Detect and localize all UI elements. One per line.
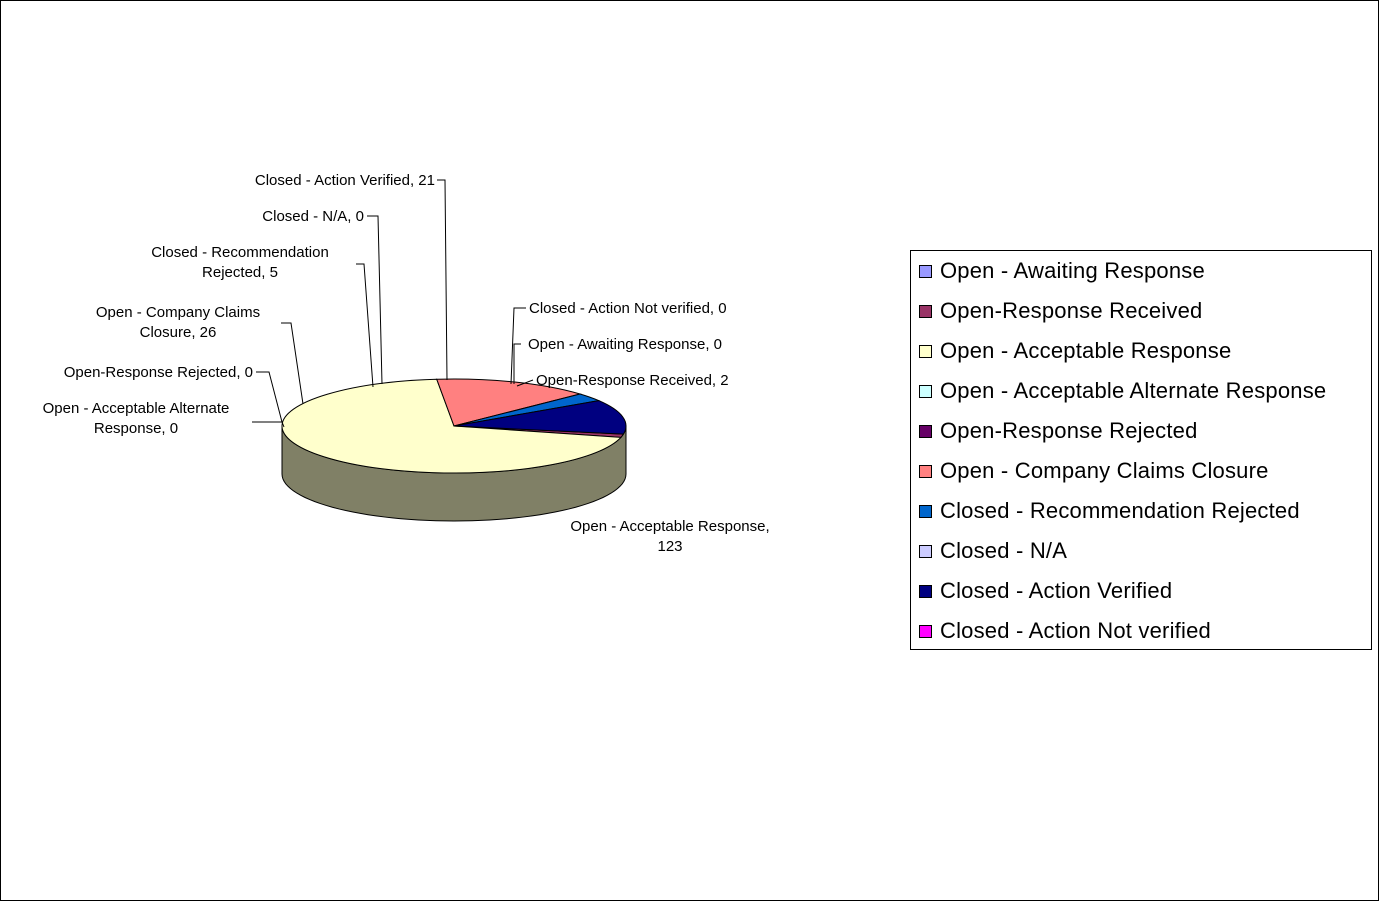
data-label-5: Open - Company Claims Closure, 26 [96,304,260,341]
legend-label: Closed - Action Not verified [940,618,1211,643]
legend-label: Open-Response Rejected [940,418,1198,443]
leader-line-4 [256,371,283,423]
legend-swatch [919,584,932,598]
legend-item: Open-Response Rejected [919,411,1198,451]
leader-line-5 [281,322,304,405]
legend-swatch [919,304,932,318]
data-label-7: Closed - N/A, 0 [262,208,364,225]
leader-line-3 [252,421,285,428]
legend-swatch [919,504,932,518]
leader-line-7 [367,215,383,385]
legend-label: Open-Response Received [940,298,1203,323]
legend-item: Closed - Action Verified [919,571,1172,611]
data-label-9: Closed - Action Not verified, 0 [529,300,727,317]
data-label-6: Closed - Recommendation Rejected, 5 [151,244,329,281]
legend-swatch [919,424,932,438]
leader-line-6 [356,263,374,388]
pie-slice-2 [281,378,622,474]
legend-label: Open - Awaiting Response [940,258,1205,283]
data-label-0: Open - Awaiting Response, 0 [528,336,722,353]
legend-item: Open-Response Received [919,291,1202,331]
legend-label: Open - Acceptable Response [940,338,1232,363]
legend-item: Open - Company Claims Closure [919,451,1269,491]
pie-slice-5 [436,378,582,427]
data-label-8: Closed - Action Verified, 21 [255,172,435,189]
legend-swatch [919,264,932,278]
legend-label: Open - Acceptable Alternate Response [940,378,1327,403]
legend-item: Open - Awaiting Response [919,251,1205,291]
legend-label: Open - Company Claims Closure [940,458,1269,483]
legend-swatch [919,344,932,358]
pie-slice-8 [453,400,627,435]
leader-line-8 [437,179,448,381]
legend-swatch [919,624,932,638]
legend-item: Closed - N/A [919,531,1067,571]
legend-item: Closed - Action Not verified [919,611,1211,651]
leader-line-1 [516,379,534,387]
leader-line-9 [510,307,526,385]
legend-swatch [919,544,932,558]
data-label-4: Open-Response Rejected, 0 [64,364,253,381]
legend-swatch [919,464,932,478]
legend-swatch [919,384,932,398]
legend: Open - Awaiting Response Open-Response Re… [910,250,1372,650]
legend-label: Closed - Recommendation Rejected [940,498,1300,523]
legend-item: Open - Acceptable Response [919,331,1231,371]
legend-label: Closed - Action Verified [940,578,1173,603]
legend-item: Closed - Recommendation Rejected [919,491,1300,531]
legend-label: Closed - N/A [940,538,1068,563]
leader-line-0 [513,343,521,384]
legend-item: Open - Acceptable Alternate Response [919,371,1326,411]
data-label-2: Open - Acceptable Response, 123 [570,518,769,555]
data-label-3: Open - Acceptable Alternate Response, 0 [43,400,230,437]
data-label-1: Open-Response Received, 2 [536,372,729,389]
